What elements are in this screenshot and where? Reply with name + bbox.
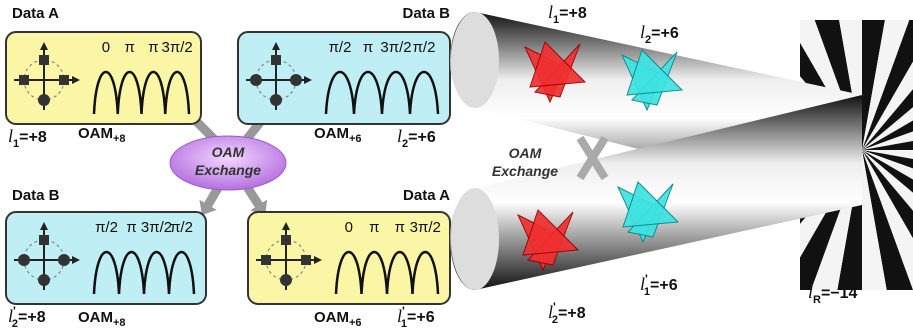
box-header: Data B [402,5,450,22]
l-prime: ' [13,304,16,318]
oam-text: OAM [314,125,349,142]
exchange-label: OAM [212,144,245,160]
phase-label: π/2 [329,39,352,56]
beam-end [451,188,499,290]
symbol [18,254,30,266]
symbol [39,235,49,245]
data-box: Data Bπ/2π3π/2π/2OAM+8l'2=+8 [6,187,206,330]
oam-label: OAM+8 [78,125,126,145]
l-label: l2=+6 [397,126,436,150]
l-value: =+6 [408,129,436,146]
phase-label: 3π/2 [380,39,411,56]
phase-label: 0 [345,219,353,236]
oam-text: OAM [78,125,113,142]
oam-label: OAM+8 [78,309,126,329]
symbol [261,255,271,265]
symbol [39,55,49,65]
l-value: =+6 [650,277,678,294]
l-value: =+6 [651,25,679,42]
box-header: Data A [12,5,59,22]
l-value: =−14 [821,285,858,302]
symbol [301,255,311,265]
l-label: l2=+6 [640,22,679,46]
l-prime: ' [553,300,556,314]
oam-text: OAM [314,309,349,326]
l-value: =+8 [19,129,47,146]
l-label: l'1=+6 [397,304,435,330]
oam-sub: +8 [113,317,126,329]
symbol [19,75,29,85]
phase-label: 3π/2 [410,219,441,236]
oam-sub: +8 [113,133,126,145]
l-label: l'2=+8 [8,304,46,330]
l-label: l'1=+6 [640,272,678,298]
left-panel: Data A0ππ3π/2OAM+8l1=+8Data Bπ/2π3π/2π/2… [6,5,450,330]
box-header: Data A [403,187,450,204]
phase-label: π/2 [95,219,118,236]
box-header: Data B [12,187,60,204]
symbol [38,274,50,286]
exchange-label: Exchange [195,162,261,178]
l-label: l'2=+8 [548,300,586,326]
phase-label: π/2 [413,39,436,56]
symbol [290,74,302,86]
l-value: =+8 [559,5,587,22]
oam-sub: +6 [349,317,362,329]
symbol [38,94,50,106]
symbol [58,254,70,266]
l-prime: ' [402,304,405,318]
phase-label: π [126,219,136,236]
oam-sub: +6 [349,133,362,145]
l-value: =+8 [558,305,586,322]
exchange-label: Exchange [492,163,558,179]
l-label: l1=+8 [548,2,587,26]
l-value: =+6 [407,309,435,326]
l-label: l1=+8 [8,126,47,150]
phase-label: π/2 [170,219,193,236]
symbol [59,75,69,85]
symbol [271,55,281,65]
symbol [280,274,292,286]
symbol [270,94,282,106]
symbol [250,74,262,86]
phase-label: π [369,219,379,236]
phase-label: 3π/2 [162,39,193,56]
phase-label: 0 [102,39,110,56]
exchange-label: OAM [509,145,542,161]
phase-label: π [124,39,134,56]
oam-text: OAM [78,309,113,326]
oam-label: OAM+6 [314,309,362,329]
symbol [281,235,291,245]
phase-label: π [363,39,373,56]
l-prime: ' [645,272,648,286]
beam-end [451,12,499,108]
phase-label: π [395,219,405,236]
phase-label: 3π/2 [141,219,172,236]
oam-label: OAM+6 [314,125,362,145]
phase-label: π [148,39,158,56]
figure: Data A0ππ3π/2OAM+8l1=+8Data Bπ/2π3π/2π/2… [0,0,913,333]
l-value: =+8 [18,309,46,326]
l-subscript: R [813,294,821,306]
